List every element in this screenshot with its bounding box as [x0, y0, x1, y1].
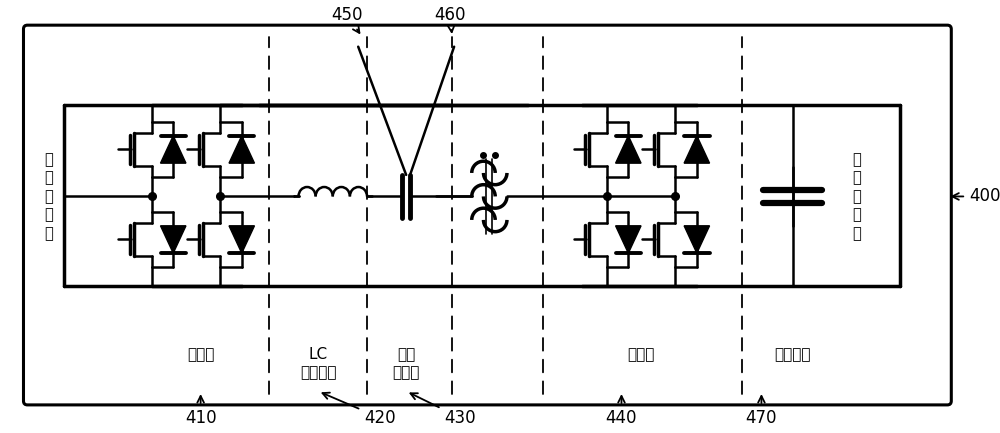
Text: 450: 450	[332, 6, 363, 33]
Text: 410: 410	[185, 396, 216, 427]
Text: 400: 400	[952, 187, 1000, 205]
Text: 逆变器: 逆变器	[187, 348, 214, 362]
Text: 420: 420	[322, 393, 396, 427]
Polygon shape	[161, 136, 186, 163]
Text: 430: 430	[410, 393, 476, 427]
Polygon shape	[616, 226, 641, 253]
Text: LC: LC	[309, 348, 328, 362]
Text: 直
流
输
出
端: 直 流 输 出 端	[852, 152, 861, 241]
Polygon shape	[161, 226, 186, 253]
Text: 440: 440	[606, 396, 637, 427]
Text: 第一电容: 第一电容	[774, 348, 811, 362]
Polygon shape	[229, 136, 254, 163]
Text: 直
流
输
入
端: 直 流 输 入 端	[45, 152, 53, 241]
Text: 变压器: 变压器	[392, 365, 420, 380]
Text: 谐振环节: 谐振环节	[300, 365, 336, 380]
Text: 整流器: 整流器	[627, 348, 655, 362]
Polygon shape	[684, 136, 710, 163]
Text: 460: 460	[434, 6, 466, 32]
Polygon shape	[229, 226, 254, 253]
Polygon shape	[616, 136, 641, 163]
FancyBboxPatch shape	[23, 25, 951, 405]
Text: 470: 470	[746, 396, 777, 427]
Text: 中频: 中频	[397, 348, 415, 362]
Polygon shape	[684, 226, 710, 253]
